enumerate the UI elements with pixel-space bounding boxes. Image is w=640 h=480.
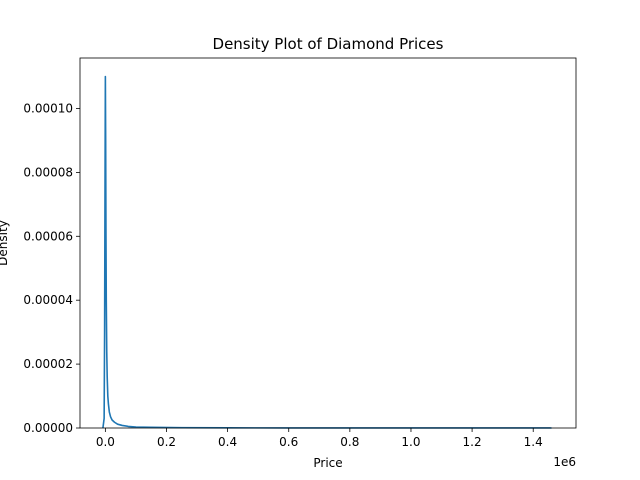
y-tick-label: 0.00000 — [23, 421, 73, 435]
x-tick-label: 1.0 — [401, 435, 420, 449]
y-tick-label: 0.00010 — [23, 101, 73, 115]
x-axis-label: Price — [313, 456, 342, 470]
x-tick-label: 0.4 — [218, 435, 237, 449]
x-tick-label: 0.2 — [157, 435, 176, 449]
x-tick-label: 0.6 — [279, 435, 298, 449]
y-tick-label: 0.00004 — [23, 293, 73, 307]
y-tick-label: 0.00008 — [23, 165, 73, 179]
plot-area — [80, 58, 576, 428]
x-tick-label: 0.0 — [96, 435, 115, 449]
x-axis-offset-label: 1e6 — [553, 455, 576, 469]
y-tick-label: 0.00006 — [23, 229, 73, 243]
x-tick-label: 1.2 — [463, 435, 482, 449]
y-axis-ticks: 0.00000 0.00002 0.00004 0.00006 0.00008 0.000… — [23, 101, 80, 435]
y-tick-label: 0.00002 — [23, 357, 73, 371]
chart-title: Density Plot of Diamond Prices — [213, 35, 444, 53]
x-tick-label: 1.4 — [524, 435, 543, 449]
x-axis-ticks: 0.0 0.2 0.4 0.6 0.8 1.0 1.2 1.4 — [96, 428, 543, 449]
x-tick-label: 0.8 — [340, 435, 359, 449]
y-axis-label: Density — [0, 220, 10, 266]
axes-frame — [79, 57, 577, 429]
